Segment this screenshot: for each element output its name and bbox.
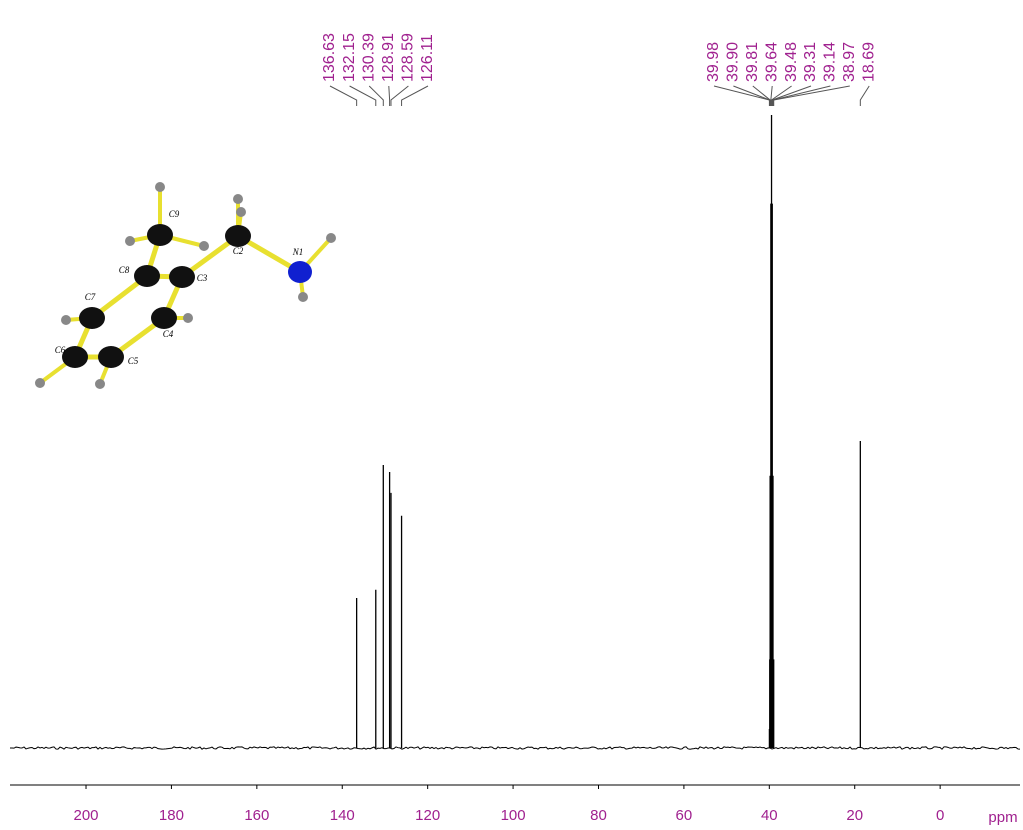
peak-label: 39.90 — [725, 42, 742, 82]
atom — [225, 225, 251, 247]
x-tick-label: 200 — [74, 807, 99, 824]
atom-label: C2 — [233, 246, 244, 256]
atom-label: C7 — [85, 292, 96, 302]
leader-line — [330, 86, 357, 106]
leader-line — [860, 86, 869, 106]
peak-label: 39.14 — [822, 42, 839, 82]
molecule: C9 C2 N1 C8 C3 C7 C4 C6 C5 — [35, 182, 336, 389]
x-tick-label: 120 — [415, 807, 440, 824]
atom — [147, 224, 173, 246]
leader-line — [774, 86, 850, 106]
hydrogen — [326, 233, 336, 243]
x-tick-label: 20 — [846, 807, 863, 824]
hydrogen — [35, 378, 45, 388]
hydrogen — [199, 241, 209, 251]
atom — [151, 307, 177, 329]
x-tick-label: 60 — [676, 807, 693, 824]
peak-label: 136.63 — [321, 33, 338, 82]
atom — [62, 346, 88, 368]
hydrogen — [61, 315, 71, 325]
hydrogen — [95, 379, 105, 389]
x-tick-label: 160 — [244, 807, 269, 824]
hydrogen — [233, 194, 243, 204]
page: C9C2N1C8C3C7C4C6C5 200180160140120100806… — [0, 0, 1023, 830]
peak-label: 18.69 — [860, 42, 877, 82]
x-tick-label: 140 — [330, 807, 355, 824]
atom — [98, 346, 124, 368]
x-axis-label: ppm — [988, 809, 1017, 826]
atom-label: N1 — [292, 247, 304, 257]
peak-label: 128.59 — [400, 33, 417, 82]
atom-label: C3 — [197, 273, 208, 283]
x-tick-label: 100 — [501, 807, 526, 824]
hydrogen — [125, 236, 135, 246]
peak-label: 39.48 — [783, 42, 800, 82]
hydrogen — [298, 292, 308, 302]
hydrogen — [236, 207, 246, 217]
atom-label: C5 — [128, 356, 139, 366]
leader-line — [389, 86, 390, 106]
x-tick-label: 40 — [761, 807, 778, 824]
atom — [134, 265, 160, 287]
atom-label: C9 — [169, 209, 180, 219]
peak-label: 39.31 — [802, 42, 819, 82]
x-tick-label: 0 — [936, 807, 944, 824]
hydrogen — [183, 313, 193, 323]
atom-label: C6 — [55, 345, 66, 355]
peak-label: 39.81 — [744, 42, 761, 82]
x-tick-label: 80 — [590, 807, 607, 824]
leader-line — [391, 86, 408, 106]
peak-label: 39.98 — [705, 42, 722, 82]
peak-label: 132.15 — [341, 33, 358, 82]
peak-label: 128.91 — [380, 33, 397, 82]
baseline-noise — [10, 747, 1020, 749]
atom — [79, 307, 105, 329]
x-tick-label: 180 — [159, 807, 184, 824]
atom-label: C4 — [163, 329, 174, 339]
atom-label: C8 — [119, 265, 130, 275]
peak-label: 39.64 — [763, 42, 780, 82]
peak-label: 38.97 — [841, 42, 858, 82]
peak-label: 126.11 — [419, 34, 436, 82]
leader-line — [402, 86, 428, 106]
atom — [169, 266, 195, 288]
atom — [288, 261, 312, 283]
hydrogen — [155, 182, 165, 192]
peak-label: 130.39 — [360, 33, 377, 82]
chart: C9C2N1C8C3C7C4C6C5 200180160140120100806… — [0, 0, 1023, 830]
